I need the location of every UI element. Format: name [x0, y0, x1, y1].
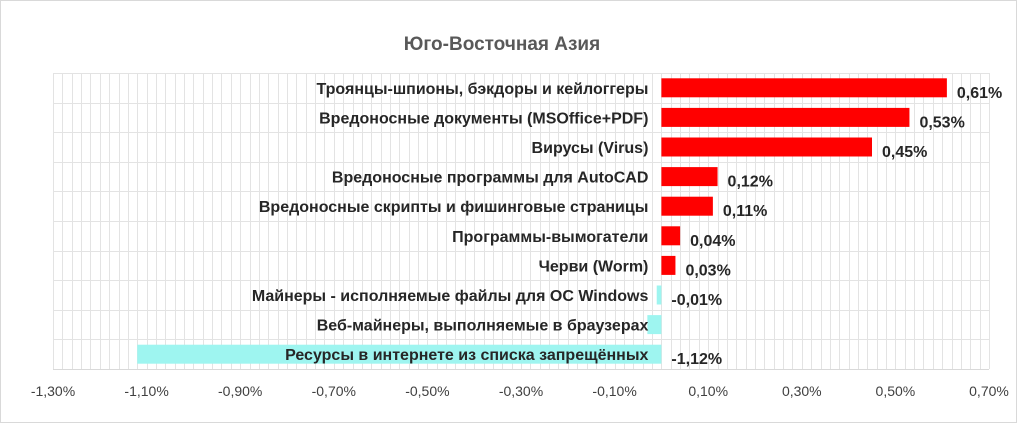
bar: [137, 344, 662, 364]
x-tick-label: -0,30%: [499, 383, 543, 399]
category-label: Майнеры - исполняемые файлы для ОС Windo…: [252, 288, 649, 305]
x-tick-label: 0,50%: [876, 383, 916, 399]
x-axis-ticks: -1,30% -1,10% -0,90% -0,70% -0,50% -0,30% -0,1…: [31, 383, 1009, 399]
category-label: Вредоносные документы (MSOffice+PDF): [319, 110, 648, 127]
data-label: -0,01%: [671, 292, 722, 309]
data-label: 0,53%: [919, 114, 964, 131]
data-label: 0,03%: [685, 262, 730, 279]
x-tick-label: 0,30%: [782, 383, 822, 399]
x-tick-label: 0,70%: [969, 383, 1009, 399]
category-label: Ресурсы в интернете из списка запрещённы…: [285, 347, 648, 364]
bar: [661, 167, 718, 187]
x-tick-label: -1,30%: [31, 383, 75, 399]
x-tick-label: 0,10%: [688, 383, 728, 399]
category-label: Веб-майнеры, выполняемые в браузерах: [317, 318, 649, 335]
data-label: 0,04%: [690, 233, 735, 250]
chart-title: Юго-Восточная Азия: [404, 34, 600, 55]
data-label: 0,12%: [728, 174, 773, 191]
category-label: Вредоносные программы для AutoCAD: [332, 170, 648, 187]
data-label: 0,11%: [723, 203, 767, 220]
category-labels: Троянцы-шпионы, бэкдоры и кейлоггеры Вред…: [252, 81, 649, 364]
x-tick-label: -0,70%: [312, 383, 356, 399]
category-label: Черви (Worm): [539, 258, 649, 275]
category-label: Троянцы-шпионы, бэкдоры и кейлоггеры: [316, 81, 648, 98]
bar: [661, 78, 947, 98]
bar: [661, 137, 872, 157]
bar: [661, 196, 713, 216]
category-label: Вредоносные скрипты и фишинговые страниц…: [259, 199, 649, 216]
bar: [656, 285, 662, 305]
bar: [661, 255, 676, 275]
x-tick-label: -1,10%: [124, 383, 168, 399]
category-label: Программы-вымогатели: [452, 229, 648, 246]
x-tick-label: -0,10%: [592, 383, 636, 399]
bar: [661, 226, 681, 246]
bar: [647, 315, 662, 335]
data-labels: 0,61% 0,53% 0,45% 0,12% 0,11% 0,04% 0,03% -0,01…: [671, 85, 1002, 368]
data-label: -1,12%: [671, 351, 722, 368]
data-label: 0,45%: [882, 144, 927, 161]
data-label: 0,61%: [957, 85, 1002, 102]
x-tick-label: -0,50%: [405, 383, 449, 399]
gridlines: [53, 73, 990, 370]
bars: [137, 78, 947, 364]
bar: [661, 107, 910, 127]
x-tick-label: -0,90%: [218, 383, 262, 399]
category-label: Вирусы (Virus): [532, 140, 649, 157]
